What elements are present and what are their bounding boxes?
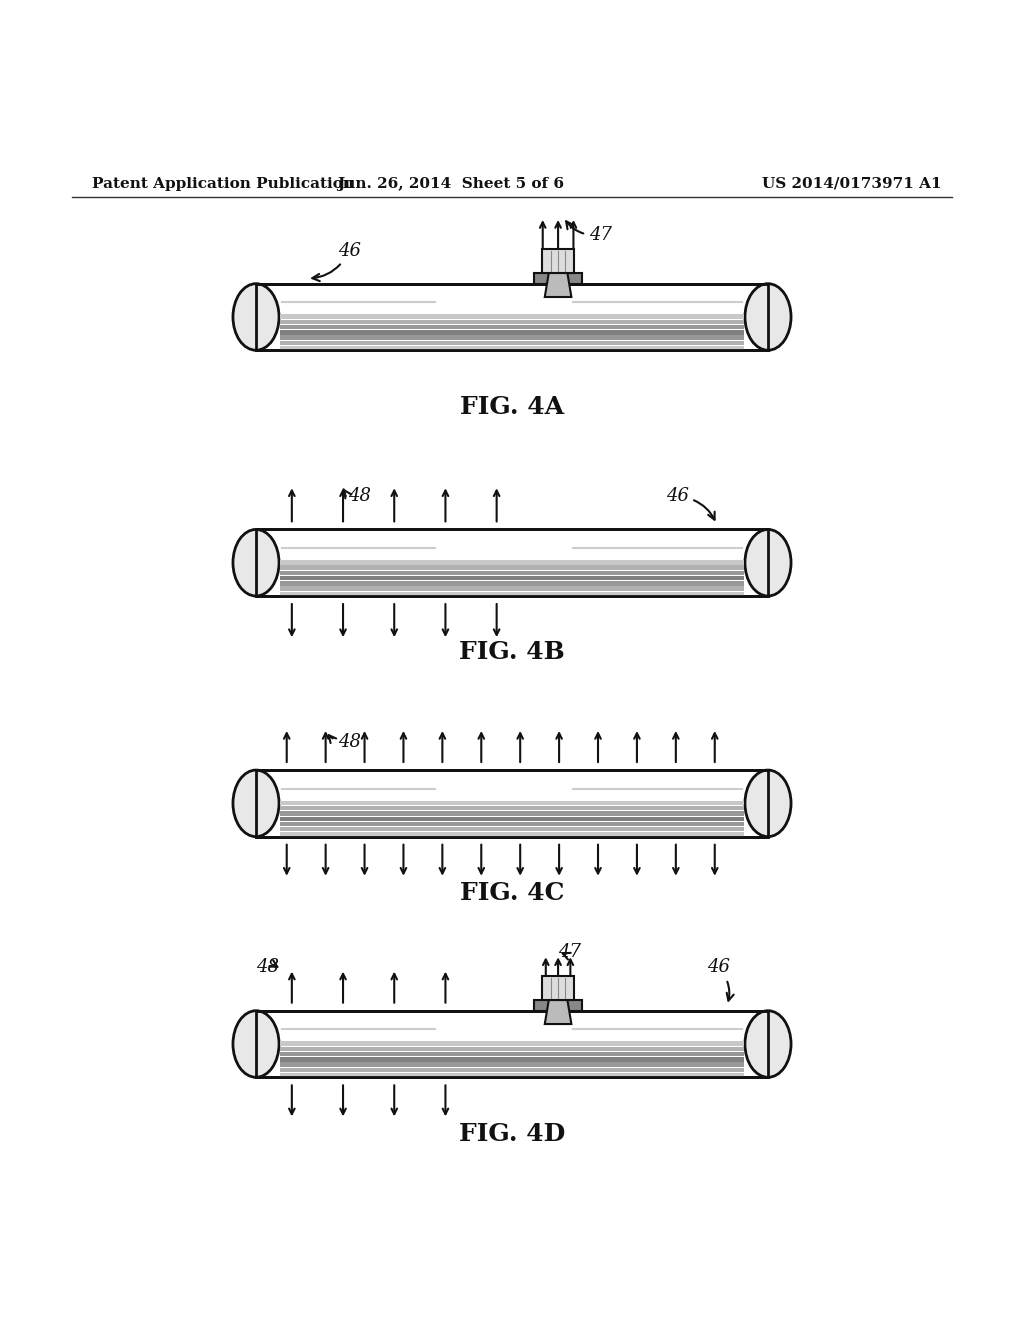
FancyBboxPatch shape	[280, 832, 744, 837]
FancyBboxPatch shape	[280, 325, 744, 329]
Text: Jun. 26, 2014  Sheet 5 of 6: Jun. 26, 2014 Sheet 5 of 6	[337, 177, 564, 191]
FancyBboxPatch shape	[280, 591, 744, 597]
FancyBboxPatch shape	[280, 341, 744, 345]
Text: 47: 47	[558, 942, 581, 961]
Polygon shape	[545, 273, 571, 297]
FancyBboxPatch shape	[280, 570, 744, 576]
FancyBboxPatch shape	[280, 335, 744, 339]
Text: FIG. 4B: FIG. 4B	[459, 640, 565, 664]
FancyBboxPatch shape	[535, 1001, 582, 1011]
Ellipse shape	[233, 284, 279, 350]
FancyBboxPatch shape	[280, 1063, 744, 1067]
Text: 48: 48	[256, 958, 279, 977]
FancyBboxPatch shape	[280, 1047, 744, 1051]
Text: Patent Application Publication: Patent Application Publication	[92, 177, 354, 191]
Text: 47: 47	[566, 222, 611, 244]
FancyBboxPatch shape	[256, 770, 768, 837]
FancyBboxPatch shape	[280, 581, 744, 586]
Ellipse shape	[745, 1011, 791, 1077]
FancyBboxPatch shape	[280, 826, 744, 832]
Ellipse shape	[233, 770, 279, 837]
FancyBboxPatch shape	[256, 529, 768, 597]
Ellipse shape	[233, 1011, 279, 1077]
Text: 46: 46	[312, 242, 360, 281]
FancyBboxPatch shape	[280, 1052, 744, 1056]
FancyBboxPatch shape	[280, 576, 744, 581]
FancyBboxPatch shape	[280, 586, 744, 591]
FancyBboxPatch shape	[280, 1073, 744, 1077]
FancyBboxPatch shape	[280, 801, 744, 805]
FancyBboxPatch shape	[280, 560, 744, 565]
Ellipse shape	[745, 529, 791, 597]
Text: US 2014/0173971 A1: US 2014/0173971 A1	[763, 177, 942, 191]
Text: 46: 46	[707, 958, 734, 1001]
FancyBboxPatch shape	[280, 812, 744, 816]
Ellipse shape	[745, 770, 791, 837]
Ellipse shape	[745, 284, 791, 350]
Text: 48: 48	[343, 487, 371, 506]
Text: 48: 48	[329, 733, 360, 751]
FancyBboxPatch shape	[256, 284, 768, 350]
FancyBboxPatch shape	[280, 565, 744, 570]
Ellipse shape	[233, 529, 279, 597]
Text: FIG. 4A: FIG. 4A	[460, 395, 564, 418]
FancyBboxPatch shape	[280, 346, 744, 350]
FancyBboxPatch shape	[280, 1068, 744, 1072]
FancyBboxPatch shape	[280, 1057, 744, 1061]
Text: FIG. 4D: FIG. 4D	[459, 1122, 565, 1146]
FancyBboxPatch shape	[280, 319, 744, 325]
FancyBboxPatch shape	[280, 807, 744, 810]
FancyBboxPatch shape	[280, 314, 744, 319]
FancyBboxPatch shape	[535, 273, 582, 284]
FancyBboxPatch shape	[280, 330, 744, 334]
FancyBboxPatch shape	[256, 1011, 768, 1077]
FancyBboxPatch shape	[280, 822, 744, 826]
Text: FIG. 4C: FIG. 4C	[460, 880, 564, 906]
FancyBboxPatch shape	[280, 1041, 744, 1045]
FancyBboxPatch shape	[542, 249, 574, 273]
FancyBboxPatch shape	[542, 975, 574, 1001]
Text: 46: 46	[666, 487, 715, 520]
Polygon shape	[545, 1001, 571, 1024]
FancyBboxPatch shape	[280, 817, 744, 821]
